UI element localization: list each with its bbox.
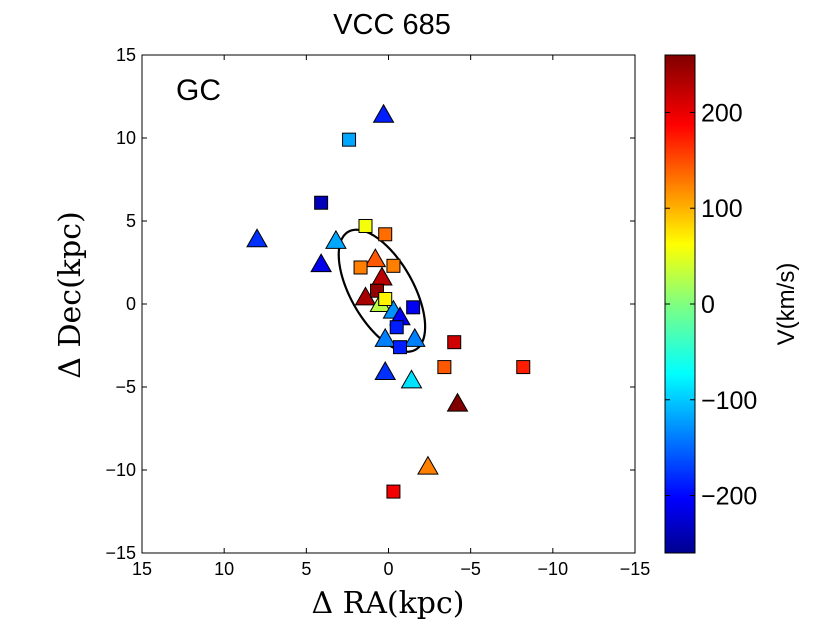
gc-square-point	[389, 320, 404, 335]
colorbar-tick-label: −100	[701, 387, 757, 415]
y-tick-label: 5	[126, 211, 136, 231]
gc-square-point	[406, 300, 421, 315]
y-axis-label: Δ Dec(kpc)	[53, 211, 88, 378]
gc-triangle-point	[364, 248, 387, 268]
y-tick-label: 0	[126, 294, 136, 314]
y-tick-label: 15	[116, 45, 136, 65]
gc-square-point	[314, 195, 329, 210]
x-axis-label: Δ RA(kpc)	[311, 586, 464, 621]
gc-square-point	[353, 260, 368, 275]
x-tick-label: 15	[132, 559, 152, 579]
y-tick-label: 10	[116, 128, 136, 148]
colorbar-tick-label: −200	[701, 483, 757, 511]
gc-square-point	[378, 227, 393, 242]
y-tick-label: −5	[115, 377, 136, 397]
gc-triangle-point	[417, 455, 439, 475]
colorbar-tick-label: 100	[701, 195, 743, 223]
gc-square-point	[386, 484, 401, 499]
gc-square-point	[516, 360, 531, 375]
chart-title: VCC 685	[333, 9, 451, 41]
gc-triangle-point	[325, 229, 347, 249]
y-axis-ticks: −15 −10 −5 0 5 10 15	[105, 45, 635, 563]
x-tick-label: −10	[538, 559, 569, 579]
x-tick-label: −15	[620, 559, 651, 579]
x-tick-label: −5	[460, 559, 481, 579]
colorbar-tick-label: 0	[701, 291, 715, 319]
gc-triangle-point	[374, 361, 397, 381]
x-axis-ticks: 15 10 5 0 −5 −10 −15	[132, 55, 650, 579]
gc-square-point	[358, 218, 373, 233]
gc-square-point	[378, 292, 393, 307]
gc-square-point	[437, 360, 452, 375]
y-tick-label: −10	[105, 460, 136, 480]
gc-square-point	[393, 340, 408, 355]
gc-triangle-point	[374, 327, 397, 347]
y-tick-label: −15	[105, 543, 136, 563]
gc-square-point	[386, 258, 401, 273]
gc-triangle-point	[400, 369, 423, 389]
colorbar-label: V(km/s)	[773, 263, 800, 346]
gc-triangle-point	[403, 327, 426, 347]
colorbar-tick-label: 200	[701, 99, 743, 127]
colorbar-ticks: −200 −100 0 100 200	[665, 99, 757, 511]
points-layer	[246, 103, 531, 499]
gc-triangle-point	[446, 392, 469, 412]
x-tick-label: 10	[214, 559, 234, 579]
x-tick-label: 5	[301, 559, 311, 579]
x-tick-label: 0	[383, 559, 393, 579]
gc-square-point	[447, 335, 462, 350]
gc-square-point	[342, 132, 357, 147]
gc-triangle-point	[372, 103, 395, 123]
gc-triangle-point	[246, 228, 268, 248]
gc-triangle-point	[310, 253, 332, 273]
plot-annotation: GC	[176, 74, 221, 107]
